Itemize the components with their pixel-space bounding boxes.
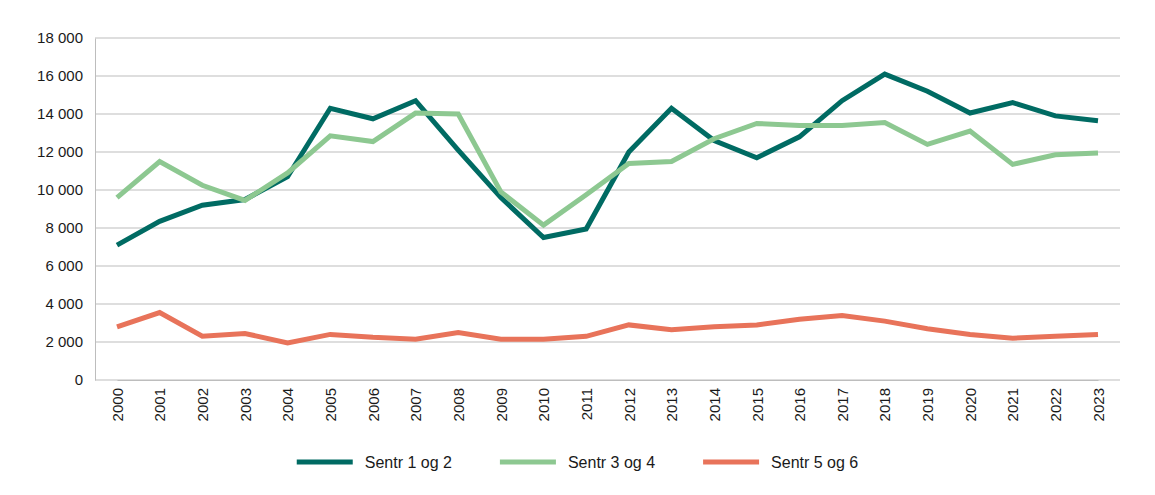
x-tick-label: 2011	[578, 388, 595, 420]
x-tick: 2007	[407, 380, 424, 421]
y-tick: 8 000	[45, 219, 95, 236]
x-tick: 2008	[450, 380, 467, 421]
x-tick-label: 2022	[1047, 388, 1064, 421]
y-tick-label: 4 000	[45, 295, 83, 312]
x-tick-label: 2019	[919, 388, 936, 421]
x-tick: 2017	[834, 380, 851, 421]
y-tick: 18 000	[37, 29, 95, 46]
x-tick-label: 2015	[749, 388, 766, 421]
y-tick-label: 16 000	[37, 67, 83, 84]
legend-item: Sentr 3 og 4	[500, 454, 655, 471]
x-tick-label: 2010	[535, 388, 552, 421]
y-tick: 0	[75, 371, 95, 388]
x-tick: 2016	[791, 380, 808, 421]
legend-item: Sentr 5 og 6	[703, 454, 858, 471]
y-tick-label: 6 000	[45, 257, 83, 274]
x-tick: 2022	[1047, 380, 1064, 421]
grid-line	[95, 266, 1120, 267]
grid-line	[95, 380, 1120, 381]
x-tick-label: 2009	[493, 388, 510, 421]
x-tick: 2019	[919, 380, 936, 421]
series-line	[117, 74, 1098, 245]
x-tick-label: 2023	[1090, 388, 1107, 421]
x-tick-label: 2017	[834, 388, 851, 421]
x-axis: 2000 2001 2002 2003 2004 2005 2006 2007 2008 2009…	[109, 380, 1107, 421]
legend-label: Sentr 1 og 2	[365, 454, 452, 471]
legend: Sentr 1 og 2 Sentr 3 og 4 Sentr 5 og 6	[297, 454, 859, 471]
series-line	[117, 113, 1098, 225]
x-tick: 2002	[194, 380, 211, 421]
x-tick: 2014	[706, 380, 723, 421]
x-tick: 2013	[663, 380, 680, 421]
series-line	[117, 313, 1098, 343]
x-tick-label: 2006	[365, 388, 382, 421]
x-tick: 2006	[365, 380, 382, 421]
grid-line	[95, 342, 1120, 343]
x-tick: 2020	[962, 380, 979, 421]
x-tick-label: 2014	[706, 388, 723, 421]
grid-line	[95, 76, 1120, 77]
x-tick: 2009	[493, 380, 510, 421]
y-tick: 6 000	[45, 257, 95, 274]
x-tick: 2004	[279, 380, 296, 421]
x-tick-label: 2020	[962, 388, 979, 421]
x-axis-line	[118, 380, 1099, 381]
y-tick: 14 000	[37, 105, 95, 122]
x-tick: 2011	[578, 380, 595, 420]
grid-line	[95, 152, 1120, 153]
x-tick-label: 2007	[407, 388, 424, 421]
x-tick-label: 2001	[151, 388, 168, 421]
grid-line	[95, 304, 1120, 305]
x-tick: 2005	[322, 380, 339, 421]
x-tick-label: 2018	[876, 388, 893, 421]
x-tick-label: 2016	[791, 388, 808, 421]
x-tick: 2010	[535, 380, 552, 421]
legend-label: Sentr 3 og 4	[568, 454, 655, 471]
y-tick: 10 000	[37, 181, 95, 198]
x-tick-label: 2002	[194, 388, 211, 421]
grid-line	[95, 38, 1120, 39]
legend-label: Sentr 5 og 6	[771, 454, 858, 471]
chart: 0 2 000 4 000 6 000 8 000 10 000 12 000 14 000 1…	[0, 0, 1155, 495]
legend-swatch	[500, 460, 556, 465]
grid	[95, 38, 1120, 380]
y-tick-label: 2 000	[45, 333, 83, 350]
y-axis-line	[95, 39, 96, 381]
x-tick-label: 2012	[621, 388, 638, 421]
x-tick-label: 2004	[279, 388, 296, 421]
x-tick: 2023	[1090, 380, 1107, 421]
x-tick: 2001	[151, 380, 168, 421]
x-tick-label: 2008	[450, 388, 467, 421]
x-tick-label: 2005	[322, 388, 339, 421]
y-tick-label: 10 000	[37, 181, 83, 198]
y-tick-label: 18 000	[37, 29, 83, 46]
x-tick-label: 2000	[109, 388, 126, 421]
y-tick-label: 12 000	[37, 143, 83, 160]
legend-swatch	[703, 460, 759, 465]
x-tick: 2018	[876, 380, 893, 421]
y-tick-label: 14 000	[37, 105, 83, 122]
y-tick: 12 000	[37, 143, 95, 160]
legend-swatch	[297, 460, 353, 465]
x-tick-label: 2021	[1004, 388, 1021, 421]
x-tick-label: 2013	[663, 388, 680, 421]
y-tick: 16 000	[37, 67, 95, 84]
x-tick: 2000	[109, 380, 126, 421]
y-tick-label: 0	[75, 371, 83, 388]
x-tick: 2015	[749, 380, 766, 421]
y-tick: 4 000	[45, 295, 95, 312]
grid-line	[95, 228, 1120, 229]
x-tick-label: 2003	[237, 388, 254, 421]
y-axis: 0 2 000 4 000 6 000 8 000 10 000 12 000 14 000 1…	[37, 29, 95, 388]
y-tick-label: 8 000	[45, 219, 83, 236]
legend-item: Sentr 1 og 2	[297, 454, 452, 471]
plot-area	[117, 74, 1098, 343]
x-tick: 2021	[1004, 380, 1021, 421]
x-tick: 2003	[237, 380, 254, 421]
y-tick: 2 000	[45, 333, 95, 350]
x-tick: 2012	[621, 380, 638, 421]
